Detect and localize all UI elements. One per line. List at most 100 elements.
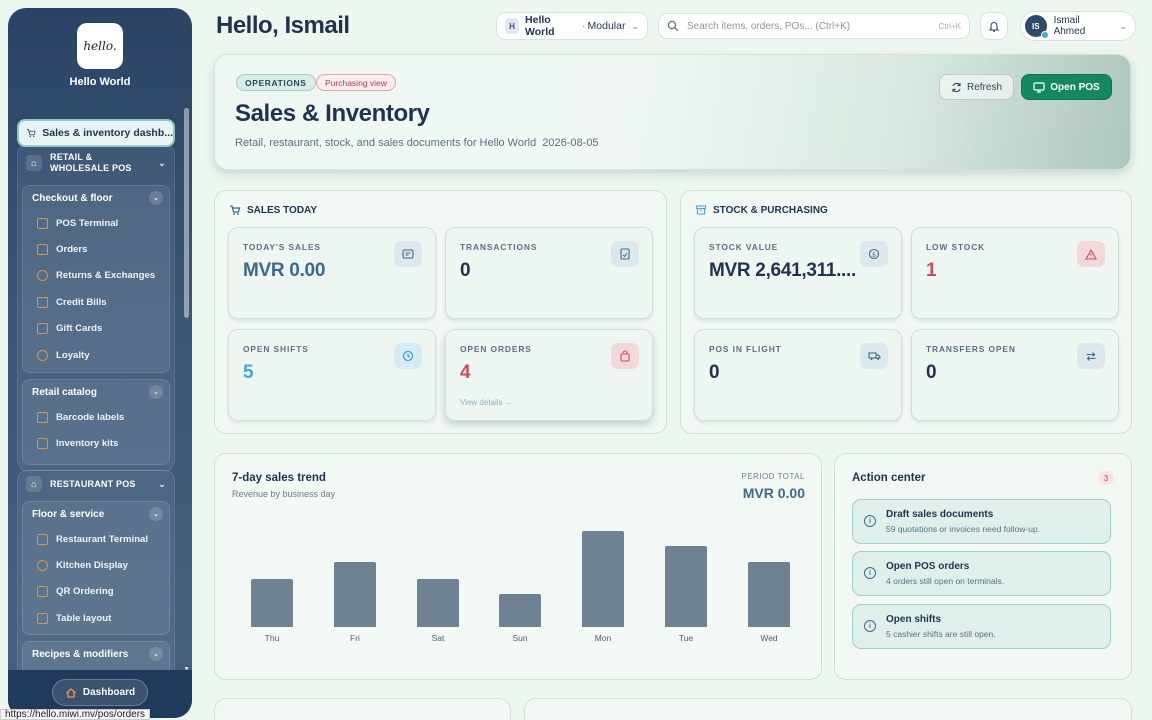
stock-purchasing-header: STOCK & PURCHASING (695, 204, 828, 216)
open-pos-button[interactable]: Open POS (1021, 74, 1112, 100)
dashboard-button[interactable]: Dashboard (52, 679, 148, 706)
star-icon (37, 349, 48, 361)
avatar-initials: IS (1032, 21, 1040, 31)
workspace-separator: · (582, 20, 586, 32)
transfers-open-card[interactable]: TRANSFERS OPEN 0 (911, 329, 1119, 421)
sidebar-item-qr-ordering[interactable]: QR Ordering (23, 579, 169, 605)
sidebar-item-label: Orders (56, 244, 88, 256)
search-input[interactable]: Search items, orders, POs... (Ctrl+K) Ct… (658, 13, 970, 39)
open-pos-label: Open POS (1050, 81, 1100, 93)
sidebar-item-gift-cards[interactable]: Gift Cards (23, 316, 169, 342)
section-header-restaurant[interactable]: ⌂ RESTAURANT POS ⌄ (18, 471, 174, 497)
card-value: 1 (926, 260, 937, 281)
card-label: OPEN SHIFTS (243, 344, 309, 354)
bottom-panel-right (524, 698, 1132, 720)
sidebar-item-loyalty[interactable]: Loyalty (23, 342, 169, 368)
group-floor-service: Floor & service ⌄ Restaurant Terminal Ki… (22, 501, 170, 635)
workspace-switcher[interactable]: H Hello World · Modular ⌄ (496, 12, 648, 40)
card-label: TRANSFERS OPEN (926, 344, 1016, 354)
sidebar-item-returns-exchanges[interactable]: Returns & Exchanges (23, 263, 169, 289)
chart-bar-sun[interactable] (499, 594, 541, 627)
period-total-value: MVR 0.00 (742, 485, 805, 501)
action-item-open-pos-orders[interactable]: i Open POS orders 4 orders still open on… (852, 551, 1111, 596)
sidebar-item-orders[interactable]: Orders (23, 236, 169, 262)
cart-icon (230, 205, 241, 215)
refresh-button[interactable]: Refresh (939, 74, 1014, 100)
clock-icon (394, 343, 422, 369)
home-icon (65, 687, 76, 698)
sidebar-item-kitchen-display[interactable]: Kitchen Display (23, 552, 169, 578)
kitchen-icon (37, 560, 48, 572)
card-value: MVR 0.00 (243, 260, 326, 281)
open-orders-card[interactable]: OPEN ORDERS 4 View details → (445, 329, 653, 421)
chart-bar-mon[interactable] (582, 531, 624, 627)
chart-x-tick-label: Fri (350, 633, 360, 643)
sidebar-item-barcode-labels[interactable]: Barcode labels (23, 404, 169, 430)
dollar-icon: $ (860, 241, 888, 267)
chevron-down-icon: ⌄ (149, 647, 163, 661)
chart-bar-thu[interactable] (251, 579, 293, 627)
sidebar-scrollbar[interactable] (184, 108, 189, 318)
chart-bar-wed[interactable] (748, 562, 790, 627)
card-value: 5 (243, 362, 254, 383)
group-header-checkout[interactable]: Checkout & floor ⌄ (23, 186, 169, 210)
view-details-link[interactable]: View details → (460, 398, 513, 407)
bar-chart: Thu Fri Sat Sun Mon Tue Wed (215, 454, 823, 681)
card-label: STOCK VALUE (709, 242, 779, 252)
purchasing-view-badge[interactable]: Purchasing view (316, 74, 396, 91)
notifications-button[interactable] (980, 12, 1008, 40)
info-icon: i (864, 567, 876, 579)
card-value: MVR 2,641,311.... (709, 260, 856, 281)
sidebar-item-table-layout[interactable]: Table layout (23, 605, 169, 631)
section-header-retail[interactable]: ⌂ RETAIL & WHOLESALE POS ⌄ (18, 145, 174, 181)
scroll-down-arrow-icon[interactable]: ▼ (183, 666, 190, 673)
group-checkout-floor: Checkout & floor ⌄ POS Terminal Orders R… (22, 185, 170, 373)
avatar: IS (1025, 15, 1049, 39)
sidebar-item-label: QR Ordering (56, 586, 114, 598)
card-label: TRANSACTIONS (460, 242, 538, 252)
user-menu[interactable]: IS Ismail Ahmed ⌄ (1020, 11, 1136, 41)
sidebar-item-restaurant-terminal[interactable]: Restaurant Terminal (23, 526, 169, 552)
page-title: Sales & Inventory (235, 100, 430, 127)
terminal-icon (37, 217, 48, 229)
page-subtitle: Retail, restaurant, stock, and sales doc… (235, 137, 599, 149)
chart-bar-tue[interactable] (665, 546, 707, 627)
action-item-desc: 4 orders still open on terminals. (886, 576, 1005, 586)
brand-logo[interactable]: hello. (77, 23, 123, 69)
todays-sales-card[interactable]: TODAY'S SALES MVR 0.00 (228, 227, 436, 319)
search-placeholder: Search items, orders, POs... (Ctrl+K) (687, 20, 851, 32)
online-status-dot (1040, 31, 1049, 39)
action-item-open-shifts[interactable]: i Open shifts 5 cashier shifts are still… (852, 604, 1111, 649)
table-icon (37, 612, 48, 624)
chart-x-tick-label: Sat (431, 633, 445, 643)
terminal-icon (37, 533, 48, 545)
chart-bar-fri[interactable] (334, 562, 376, 627)
low-stock-card[interactable]: LOW STOCK 1 (911, 227, 1119, 319)
group-label: Recipes & modifiers (32, 648, 129, 660)
chart-bar-sat[interactable] (417, 579, 459, 627)
home-icon: ⌂ (26, 476, 42, 492)
dashboard-button-label: Dashboard (82, 687, 136, 698)
chevron-down-icon: ⌄ (149, 191, 163, 205)
sidebar-item-label: Restaurant Terminal (56, 533, 149, 545)
open-shifts-card[interactable]: OPEN SHIFTS 5 (228, 329, 436, 421)
group-header-floor-service[interactable]: Floor & service ⌄ (23, 502, 169, 526)
transactions-card[interactable]: TRANSACTIONS 0 (445, 227, 653, 319)
action-item-draft-sales[interactable]: i Draft sales documents 59 quotations or… (852, 499, 1111, 544)
card-label: POS IN FLIGHT (709, 344, 782, 354)
chart-x-tick-label: Wed (760, 633, 778, 643)
stock-value-card[interactable]: STOCK VALUE MVR 2,641,311.... $ (694, 227, 902, 319)
sidebar-item-label: Sales & inventory dashb... (42, 127, 173, 139)
sidebar-item-sales-inventory-dashboard[interactable]: Sales & inventory dashb... (17, 119, 175, 147)
group-label: Floor & service (32, 508, 105, 520)
pos-in-flight-card[interactable]: POS IN FLIGHT 0 (694, 329, 902, 421)
sidebar-item-pos-terminal[interactable]: POS Terminal (23, 210, 169, 236)
business-date: 2026-08-05 (542, 137, 599, 149)
sidebar-item-inventory-kits[interactable]: Inventory kits (23, 430, 169, 456)
card-label: TODAY'S SALES (243, 242, 321, 252)
sales-today-panel: SALES TODAY TODAY'S SALES MVR 0.00 TRANS… (214, 190, 667, 434)
group-header-recipes[interactable]: Recipes & modifiers ⌄ (23, 642, 169, 666)
sidebar-item-credit-bills[interactable]: Credit Bills (23, 289, 169, 315)
sales-today-header: SALES TODAY (229, 204, 317, 216)
group-header-retail-catalog[interactable]: Retail catalog ⌄ (23, 380, 169, 404)
